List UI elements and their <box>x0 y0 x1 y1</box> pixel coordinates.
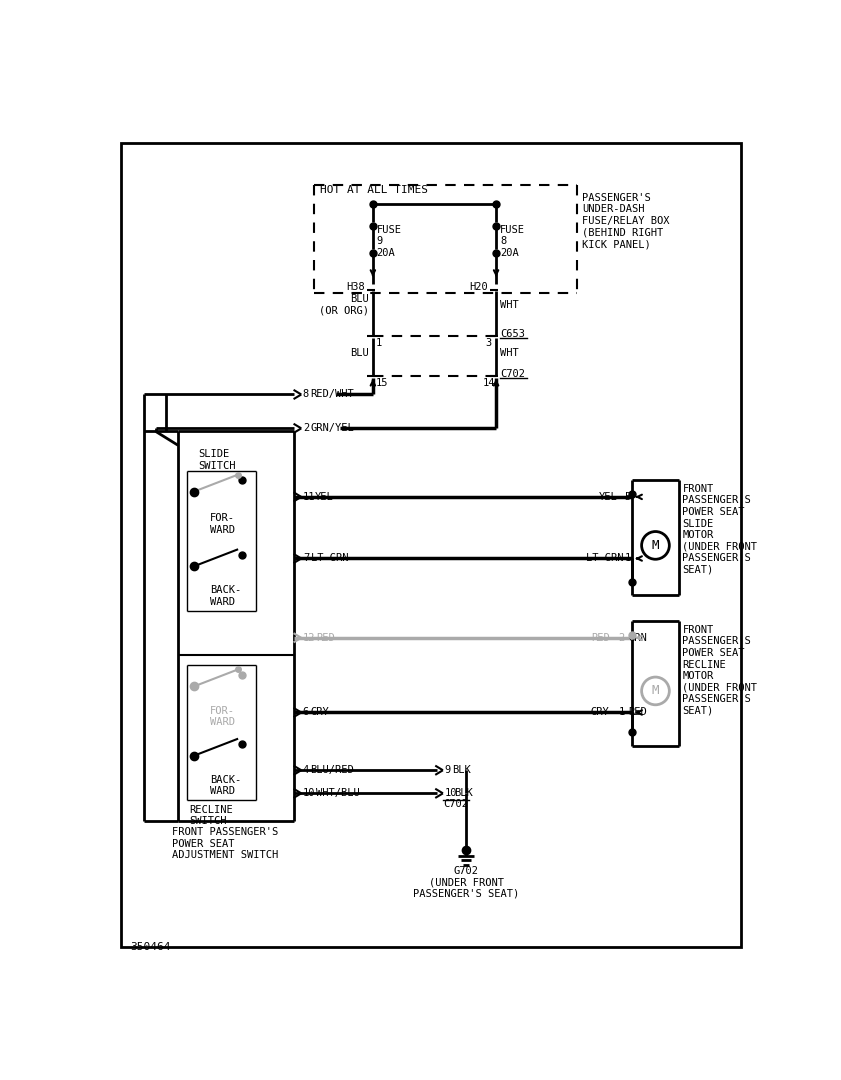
Text: GRN: GRN <box>628 633 648 643</box>
Text: GRY: GRY <box>310 707 330 717</box>
Text: G702
(UNDER FRONT
PASSENGER'S SEAT): G702 (UNDER FRONT PASSENGER'S SEAT) <box>413 866 519 899</box>
Text: FOR-
WARD: FOR- WARD <box>209 513 235 535</box>
Text: 2: 2 <box>618 633 625 643</box>
Text: FOR-
WARD: FOR- WARD <box>209 705 235 727</box>
Text: WHT: WHT <box>500 348 519 357</box>
Text: 4: 4 <box>303 766 309 775</box>
Text: 1: 1 <box>376 338 382 348</box>
Text: 10: 10 <box>445 788 457 798</box>
Text: LT GRN: LT GRN <box>586 553 624 564</box>
Text: BACK-
WARD: BACK- WARD <box>209 774 241 796</box>
Text: FRONT
PASSENGER'S
POWER SEAT
RECLINE
MOTOR
(UNDER FRONT
PASSENGER'S
SEAT): FRONT PASSENGER'S POWER SEAT RECLINE MOT… <box>682 624 758 716</box>
Text: C653: C653 <box>500 328 525 339</box>
Text: 12: 12 <box>303 633 315 643</box>
Text: YEL: YEL <box>599 491 617 502</box>
Text: H38: H38 <box>346 283 365 293</box>
Text: SLIDE
SWITCH: SLIDE SWITCH <box>198 449 235 471</box>
Text: 6: 6 <box>303 707 309 717</box>
Text: BACK-
WARD: BACK- WARD <box>209 585 241 607</box>
Text: 11: 11 <box>303 491 315 502</box>
Text: BLU/RED: BLU/RED <box>310 766 354 775</box>
Text: FUSE
8
20A: FUSE 8 20A <box>500 225 525 258</box>
Text: FRONT
PASSENGER'S
POWER SEAT
SLIDE
MOTOR
(UNDER FRONT
PASSENGER'S
SEAT): FRONT PASSENGER'S POWER SEAT SLIDE MOTOR… <box>682 484 758 575</box>
Text: PASSENGER'S
UNDER-DASH
FUSE/RELAY BOX
(BEHIND RIGHT
KICK PANEL): PASSENGER'S UNDER-DASH FUSE/RELAY BOX (B… <box>582 192 669 249</box>
Text: M: M <box>652 539 659 552</box>
Text: 10: 10 <box>303 788 315 798</box>
Text: GRN/YEL: GRN/YEL <box>310 423 354 433</box>
Text: 1: 1 <box>625 553 631 564</box>
Text: 350464: 350464 <box>130 943 171 953</box>
Text: RED: RED <box>590 633 610 643</box>
Text: 8: 8 <box>303 390 309 400</box>
Text: WHT/BLU: WHT/BLU <box>316 788 360 798</box>
Text: YEL: YEL <box>315 491 333 502</box>
Text: RED: RED <box>316 633 335 643</box>
Text: 1: 1 <box>618 707 625 717</box>
Text: GRY: GRY <box>590 707 610 717</box>
Text: HOT AT ALL TIMES: HOT AT ALL TIMES <box>320 186 428 195</box>
Text: 3: 3 <box>485 338 491 348</box>
Text: BLK: BLK <box>452 766 471 775</box>
Text: BLK: BLK <box>454 788 473 798</box>
Text: C702: C702 <box>443 799 468 809</box>
Text: WHT: WHT <box>500 300 519 310</box>
Text: M: M <box>652 685 659 698</box>
Text: 15: 15 <box>376 378 389 389</box>
Text: C702: C702 <box>500 368 525 379</box>
Text: FUSE
9
20A: FUSE 9 20A <box>377 225 402 258</box>
Text: RED: RED <box>628 707 648 717</box>
Text: FRONT PASSENGER'S
POWER SEAT
ADJUSTMENT SWITCH: FRONT PASSENGER'S POWER SEAT ADJUSTMENT … <box>172 827 278 861</box>
Text: 14: 14 <box>483 378 495 389</box>
Text: LT GRN: LT GRN <box>310 553 348 564</box>
Text: 5: 5 <box>625 491 631 502</box>
Text: 7: 7 <box>303 553 309 564</box>
Text: 2: 2 <box>303 423 309 433</box>
Text: RECLINE
SWITCH: RECLINE SWITCH <box>189 805 233 826</box>
Text: RED/WHT: RED/WHT <box>310 390 354 400</box>
Text: BLU
(OR ORG): BLU (OR ORG) <box>319 295 369 316</box>
Text: 9: 9 <box>445 766 451 775</box>
Text: BLU: BLU <box>351 348 369 357</box>
Text: H20: H20 <box>469 283 489 293</box>
